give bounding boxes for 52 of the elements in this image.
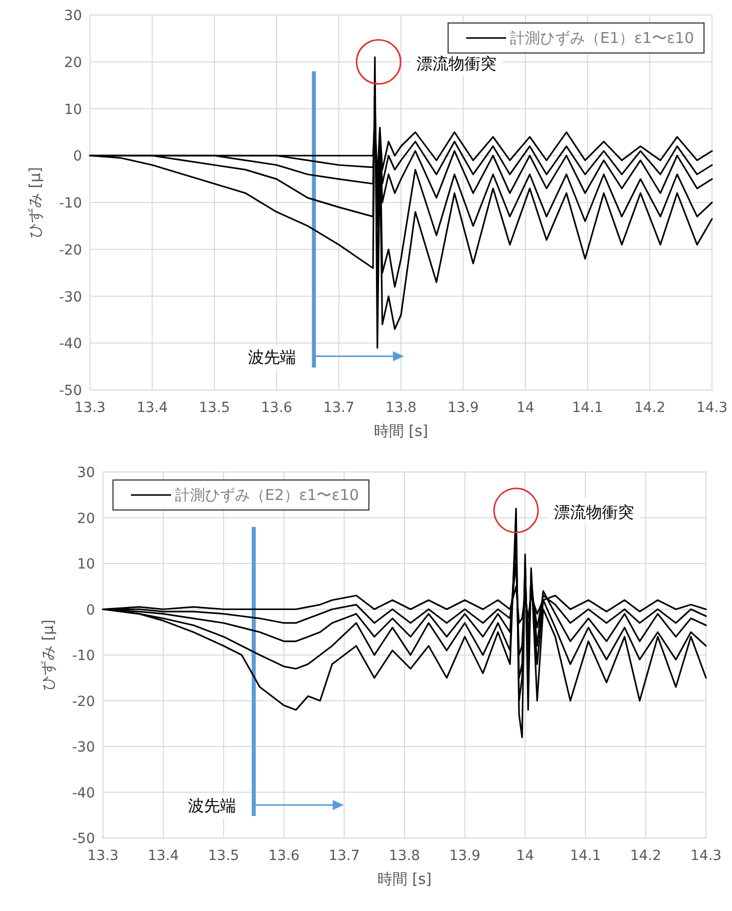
y-tick-label: -20: [59, 242, 82, 258]
x-tick-label: 13.9: [449, 848, 480, 864]
y-tick-label: -10: [59, 196, 82, 212]
legend: 計測ひずみ（E1）ε1〜ε10: [448, 22, 705, 54]
y-tick-label: 0: [86, 602, 95, 618]
y-tick-label: 0: [73, 148, 82, 165]
y-tick-label: -30: [72, 740, 95, 756]
ref-line-label: 波先端: [188, 796, 236, 816]
x-tick-label: 14.1: [572, 400, 604, 416]
x-tick-label: 14.2: [630, 848, 662, 864]
x-tick-label: 13.3: [74, 400, 106, 416]
ref-line-label: 波先端: [248, 347, 296, 366]
y-tick-label: -50: [72, 831, 95, 847]
y-axis-title: ひずみ [μ]: [26, 166, 44, 238]
y-tick-label: -40: [72, 785, 95, 802]
x-tick-label: 13.7: [328, 848, 360, 864]
x-tick-label: 13.8: [385, 400, 417, 416]
x-tick-label: 13.7: [323, 400, 354, 416]
legend-label: 計測ひずみ（E1）ε1〜ε10: [510, 29, 694, 47]
x-tick-label: 14: [516, 848, 534, 864]
annotation: 漂流物衝突: [416, 54, 497, 73]
x-tick-label: 14.2: [634, 400, 666, 416]
x-tick-label: 13.5: [198, 400, 230, 416]
y-tick-label: 30: [77, 465, 95, 481]
x-axis-title: 時間 [s]: [374, 422, 428, 440]
y-tick-label: -20: [72, 694, 95, 710]
legend-label: 計測ひずみ（E2）ε1〜ε10: [175, 486, 359, 504]
y-tick-label: 10: [64, 102, 82, 118]
x-tick-label: 13.6: [261, 400, 292, 416]
y-tick-label: -10: [72, 648, 95, 664]
x-tick-label: 14.3: [696, 400, 728, 416]
x-tick-label: 13.4: [148, 848, 179, 864]
y-tick-label: 20: [64, 54, 82, 71]
x-tick-label: 14: [516, 400, 534, 416]
x-tick-label: 13.4: [136, 400, 168, 416]
y-tick-label: 20: [77, 510, 95, 527]
x-tick-label: 13.5: [208, 848, 240, 864]
x-axis-title: 時間 [s]: [377, 870, 432, 888]
x-tick-label: 14.1: [570, 848, 601, 864]
y-tick-label: 30: [64, 8, 82, 24]
x-tick-label: 13.6: [268, 848, 300, 864]
x-tick-label: 13.8: [388, 848, 420, 864]
y-tick-label: -50: [59, 383, 82, 399]
y-tick-label: 10: [77, 556, 95, 572]
x-tick-label: 13.9: [448, 400, 479, 416]
y-tick-label: -40: [59, 336, 82, 352]
y-tick-label: -30: [59, 289, 82, 306]
annotation: 漂流物衝突: [554, 502, 634, 522]
y-axis-title: ひずみ [μ]: [39, 619, 57, 691]
x-tick-label: 14.3: [690, 848, 722, 864]
legend: 計測ひずみ（E2）ε1〜ε10: [112, 479, 370, 511]
x-tick-label: 13.3: [87, 848, 119, 864]
